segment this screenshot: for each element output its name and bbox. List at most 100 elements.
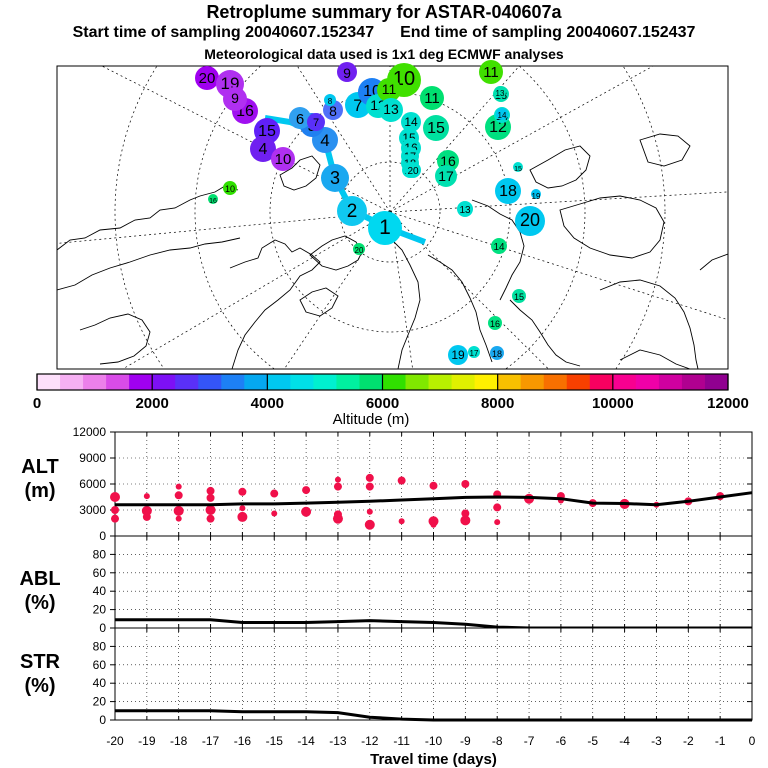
x-tick-label: -18 [170,734,188,748]
cluster-marker [448,345,468,365]
cluster-label: 11 [382,81,397,97]
map-minor-cluster: 14 [401,112,421,132]
alt-panel-label: ALT (m) [10,455,70,503]
x-tick-label: -3 [651,734,662,748]
cluster-marker [420,86,444,110]
colorbar-tick-label: 12000 [707,395,749,412]
trajectory-point-label: 6 [296,111,304,128]
map-cluster-11: 11 [420,86,444,110]
trajectory-point-2: 2 [337,196,367,226]
cluster-label: 15 [514,166,522,173]
trajectory-marker [337,196,367,226]
cluster-label: 16 [209,198,217,205]
x-axis-label: Travel time (days) [370,751,497,768]
x-tick-label: 0 [749,734,756,748]
cluster-marker [490,346,504,360]
cluster-label: 16 [440,153,456,169]
alt-cluster-point [175,515,182,522]
x-tick-label: -14 [297,734,315,748]
cluster-label: 16 [490,319,500,329]
map-minor-cluster: 20 [353,243,365,255]
colorbar-swatch [612,374,637,390]
x-tick-label: -6 [556,734,567,748]
colorbar-swatch [382,374,406,390]
trajectory-points: 123456789 [289,62,402,245]
colorbar-swatch [244,374,268,390]
colorbar-swatch [37,374,61,390]
map-cluster-20: 20 [515,206,545,236]
retroplume-map: 123456789 101112131415161718192020191615… [56,60,729,370]
cluster-marker [468,346,480,358]
trajectory-point-label: 9 [343,65,351,81]
colorbar-swatch [129,374,153,390]
cluster-marker [435,165,457,187]
alt-cluster-point [460,515,471,526]
x-tick-label: -2 [683,734,694,748]
map-minor-cluster: 13 [379,98,403,122]
x-tick-label: -19 [138,734,156,748]
colorbar-swatch [704,374,729,390]
map-cluster-19: 19 [531,189,541,201]
colorbar-tick-label: 0 [33,395,41,412]
x-tick-label: -20 [106,734,124,748]
alt-cluster-point [111,514,119,523]
alt-cluster-point [111,506,119,514]
trajectory-point-label: 4 [320,131,329,150]
map-cluster-18: 18 [495,178,521,204]
cluster-marker [377,78,401,102]
map-cluster-15: 15 [423,115,449,141]
alt-cluster-point [301,506,312,517]
map-minor-cluster: 14 [491,238,507,254]
map-minor-cluster: 18 [490,346,504,360]
y-tick-label: 9000 [79,451,106,465]
cluster-label: 14 [404,115,418,129]
trajectory-point-label: 8 [329,103,337,119]
y-tick-label: 40 [93,676,107,690]
map-minor-cluster: 15 [512,289,526,303]
y-tick-label: 0 [99,713,106,727]
colorbar-swatch [428,374,452,390]
cluster-marker [307,113,325,131]
trajectory-point-label: 3 [330,168,340,188]
alt-cluster-point [271,510,278,517]
map-cluster-17: 17 [435,165,457,187]
x-tick-label: -13 [329,734,347,748]
alt-cluster-point [461,509,470,518]
trajectory-point-3: 3 [321,164,349,192]
alt-cluster-point [142,512,151,521]
map-minor-cluster: 8 [324,94,336,106]
alt-cluster-point [237,511,248,522]
panel-frame [114,535,753,629]
alt-cluster-point [143,493,150,500]
y-tick-label: 80 [93,639,107,653]
cluster-marker [223,181,237,195]
alt-cluster-point [332,513,343,524]
trajectory-marker [337,62,357,82]
map-cluster-11: 11 [479,60,503,84]
cluster-marker [353,243,365,255]
alt-cluster-point [302,486,311,495]
cluster-label: 13 [459,205,471,216]
map-minor-cluster: 16 [208,194,218,205]
cluster-label: 11 [424,90,440,107]
y-tick-label: 6000 [79,477,106,491]
y-tick-label: 20 [93,603,107,617]
trajectory-marker [321,164,349,192]
cluster-marker [496,108,508,120]
str-label-line1: STR [20,651,60,673]
cluster-marker [195,66,219,90]
alt-cluster-point [461,480,470,488]
abl-label-line1: ABL [19,568,61,590]
cluster-marker [324,94,336,106]
sampling-times: Start time of sampling 20040607.152347 En… [0,24,768,42]
map-minor-cluster: 20 [405,162,421,178]
alt-cluster-point [430,521,437,528]
alt-cluster-point [365,482,374,491]
cluster-marker [423,115,449,141]
alt-cluster-point [206,486,215,495]
cluster-marker [512,289,526,303]
alt-cluster-point [366,508,373,515]
cluster-label: 17 [470,349,479,358]
cluster-label: 19 [532,192,541,201]
x-tick-label: -15 [266,734,284,748]
